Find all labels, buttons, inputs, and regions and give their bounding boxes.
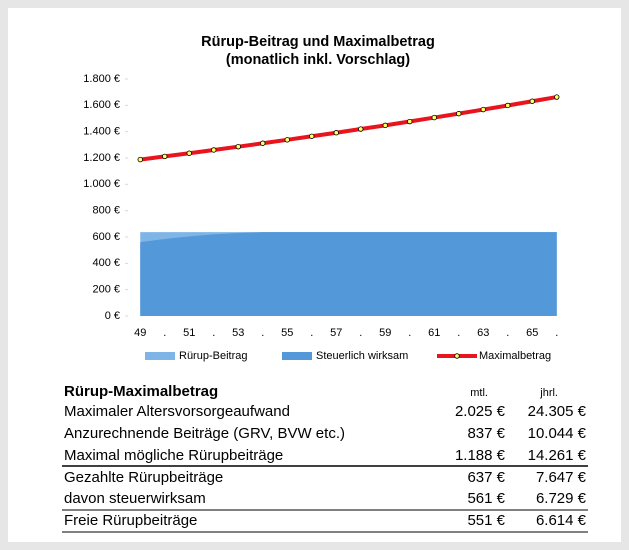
table-col-head: jhrl.	[539, 387, 558, 399]
table-col-head: mtl.	[470, 387, 488, 399]
x-tick-label: .	[457, 327, 460, 339]
chart-title: Rürup-Beitrag und Maximalbetrag	[201, 34, 435, 50]
table-heading: Rürup-Maximalbetrag	[64, 383, 218, 400]
marker	[162, 153, 168, 160]
marker	[235, 143, 241, 150]
x-tick-label: .	[555, 327, 558, 339]
y-tick-label: 400 €	[92, 257, 120, 269]
legend-label: Maximalbetrag	[479, 350, 551, 362]
table-label: Maximal mögliche Rürupbeiträge	[64, 447, 283, 464]
x-tick-label: .	[212, 327, 215, 339]
marker	[358, 126, 364, 132]
table-value: 10.044 €	[528, 425, 587, 442]
x-tick-label: .	[506, 327, 509, 339]
table-value: 837 €	[467, 425, 505, 442]
table-value: 2.025 €	[455, 403, 506, 420]
legend-marker	[454, 353, 460, 359]
marker	[554, 94, 560, 100]
table-label: Maximaler Altersvorsorgeaufwand	[64, 403, 290, 420]
y-tick-label: 200 €	[92, 284, 120, 296]
marker	[333, 130, 339, 136]
chart-subtitle: (monatlich inkl. Vorschlag)	[226, 52, 410, 68]
marker	[186, 150, 192, 156]
x-tick-label: 61	[428, 327, 440, 339]
x-tick-label: .	[359, 327, 362, 339]
table-label: Gezahlte Rürupbeiträge	[64, 469, 223, 486]
table-value: 14.261 €	[528, 447, 587, 464]
x-tick-label: 59	[379, 327, 391, 339]
legend-label: Rürup-Beitrag	[179, 350, 247, 362]
x-tick-label: 65	[526, 327, 538, 339]
x-tick-label: 49	[134, 327, 146, 339]
line	[139, 95, 558, 162]
x-tick-label: .	[408, 327, 411, 339]
table-label: Anzurechnende Beiträge (GRV, BVW etc.)	[64, 425, 345, 442]
table-value: 6.614 €	[536, 512, 587, 529]
x-tick-label: 51	[183, 327, 195, 339]
y-tick-label: 0 €	[105, 310, 120, 322]
table-value: 24.305 €	[528, 403, 587, 420]
y-tick-label: 800 €	[92, 205, 120, 217]
x-tick-label: 63	[477, 327, 489, 339]
y-tick-label: 1.400 €	[83, 126, 120, 138]
table-value: 6.729 €	[536, 490, 587, 507]
marker	[211, 147, 217, 153]
legend-swatch	[145, 352, 175, 360]
y-tick-label: 1.800 €	[83, 73, 120, 85]
legend-label: Steuerlich wirksam	[316, 350, 408, 362]
table-value: 7.647 €	[536, 469, 587, 486]
marker	[480, 106, 486, 113]
y-tick-label: 1.200 €	[83, 152, 120, 164]
legend-swatch	[282, 352, 312, 360]
x-tick-label: .	[310, 327, 313, 339]
table-value: 637 €	[467, 469, 505, 486]
x-tick-label: 57	[330, 327, 342, 339]
marker	[284, 137, 290, 143]
marker	[309, 133, 315, 139]
y-tick-label: 600 €	[92, 231, 120, 243]
table-label: Freie Rürupbeiträge	[64, 512, 197, 529]
marker	[505, 102, 511, 109]
table-value: 1.188 €	[455, 447, 506, 464]
marker	[407, 118, 413, 125]
marker	[431, 114, 437, 121]
x-tick-label: .	[261, 327, 264, 339]
x-tick-label: 55	[281, 327, 293, 339]
x-tick-label: .	[163, 327, 166, 339]
marker	[137, 156, 143, 163]
area	[140, 232, 557, 316]
y-tick-label: 1.000 €	[83, 178, 120, 190]
x-tick-label: 53	[232, 327, 244, 339]
y-tick-label: 1.600 €	[83, 99, 120, 111]
marker	[382, 122, 388, 129]
marker	[260, 140, 266, 146]
table-value: 551 €	[467, 512, 505, 529]
table-value: 561 €	[467, 490, 505, 507]
marker	[529, 98, 535, 104]
table-label: davon steuerwirksam	[64, 490, 206, 507]
marker	[456, 110, 462, 117]
